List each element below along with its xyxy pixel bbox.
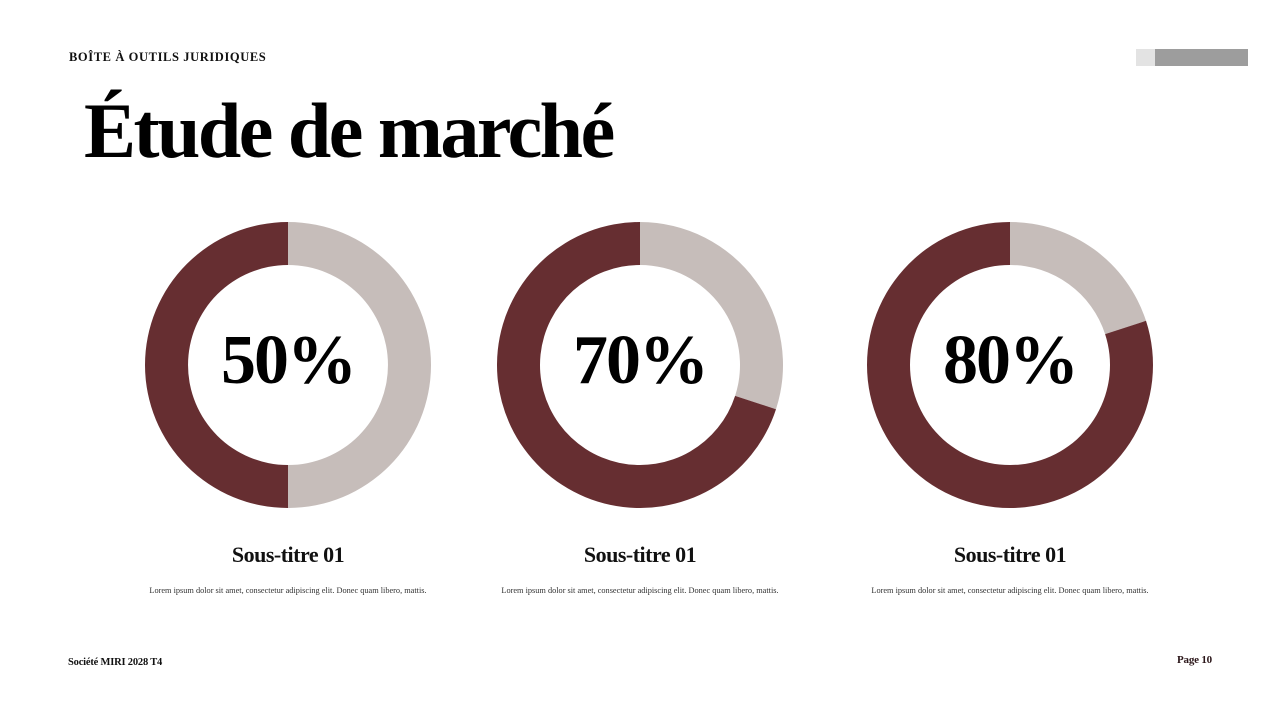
page-number: Page 10 — [1177, 654, 1212, 666]
page-title: Étude de marché — [84, 87, 615, 174]
donut-subtitle: Sous-titre 01 — [953, 542, 1067, 567]
donut-card-3: 80% Sous-titre 01 Lorem ipsum dolor sit … — [840, 222, 1180, 595]
donut-card-1: 50% Sous-titre 01 Lorem ipsum dolor sit … — [118, 222, 458, 595]
donut-body-text: Lorem ipsum dolor sit amet, consectetur … — [871, 586, 1149, 595]
kicker-label: BOÎTE À OUTILS JURIDIQUES — [69, 50, 267, 64]
donut-card-2: 70% Sous-titre 01 Lorem ipsum dolor sit … — [470, 222, 810, 595]
donut-subtitle: Sous-titre 01 — [231, 542, 345, 567]
donut-svg — [145, 222, 431, 508]
donut-chart-1: 50% — [145, 222, 431, 508]
donut-remainder-segment — [1010, 222, 1147, 335]
donut-body-text: Lorem ipsum dolor sit amet, consectetur … — [149, 586, 427, 595]
donut-svg — [497, 222, 783, 508]
donut-value: 50% — [221, 322, 357, 399]
donut-chart-2: 70% — [497, 222, 783, 508]
decorative-bar-light — [1136, 49, 1155, 66]
decorative-bar-dark — [1155, 49, 1248, 66]
donut-remainder-segment — [640, 222, 783, 410]
donut-remainder-segment — [288, 222, 431, 508]
donut-chart-3: 80% — [867, 222, 1153, 508]
donut-value: 70% — [573, 322, 709, 399]
donut-filled-segment — [867, 222, 1153, 508]
footer-company: Société MIRI 2028 T4 — [68, 657, 163, 668]
donut-value: 80% — [943, 322, 1079, 399]
donut-subtitle: Sous-titre 01 — [583, 542, 697, 567]
donut-filled-segment — [497, 222, 777, 508]
donut-svg — [867, 222, 1153, 508]
donut-filled-segment — [145, 222, 288, 508]
donut-body-text: Lorem ipsum dolor sit amet, consectetur … — [501, 586, 779, 595]
